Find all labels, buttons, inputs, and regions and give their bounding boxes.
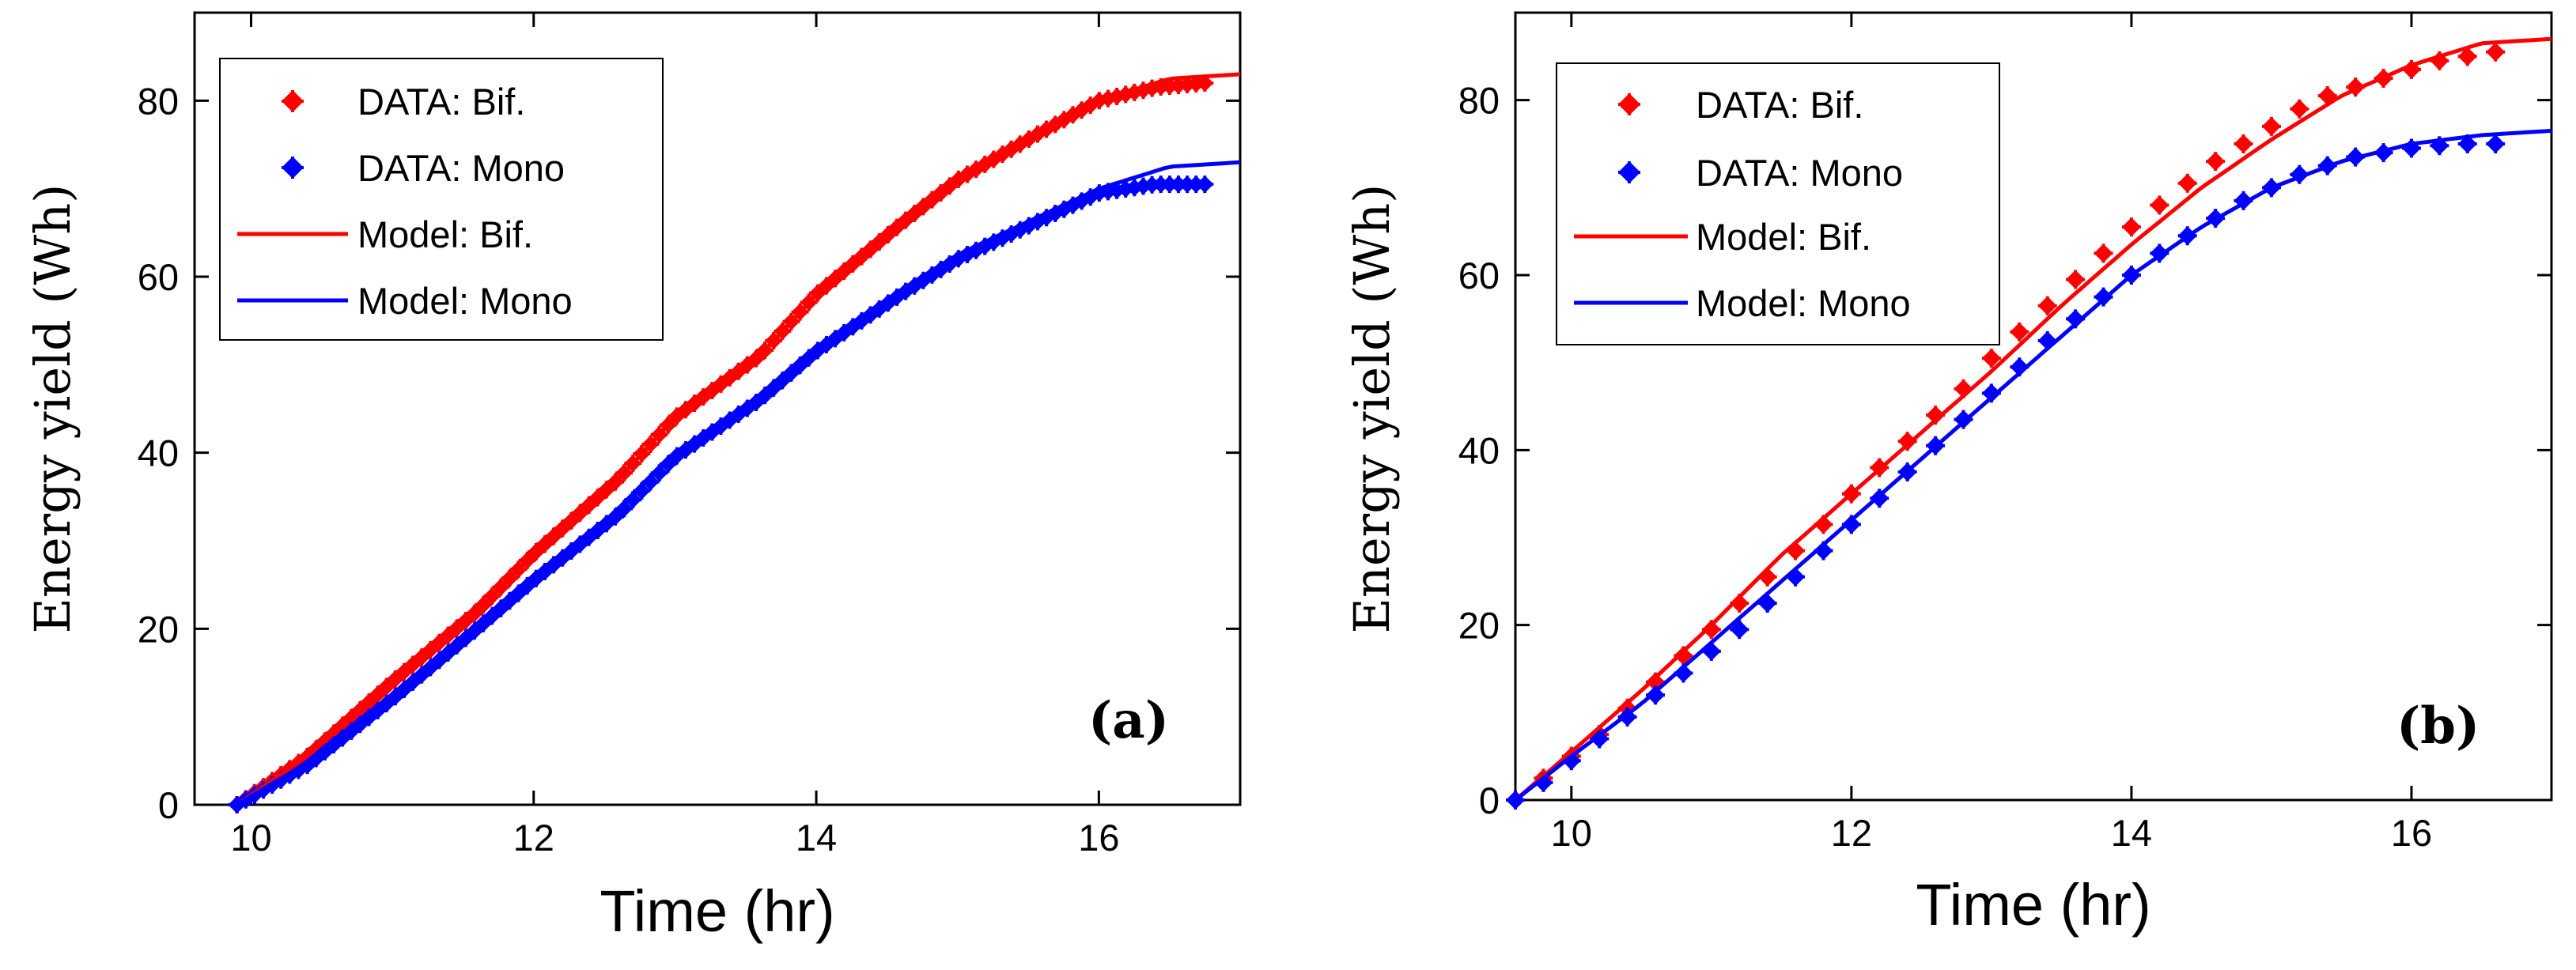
y-tick-label: 40 <box>138 432 179 474</box>
legend-label-model-mono: Model: Mono <box>1696 282 1911 324</box>
data-marker-data-mono <box>1757 594 1777 613</box>
legend-label-model-bif: Model: Bif. <box>357 213 533 255</box>
series-line-model-mono <box>1514 128 2552 802</box>
axes: 10 12 14 16 0 20 40 60 80 <box>1458 13 2551 854</box>
legend-label-data-mono: DATA: Mono <box>1696 152 1903 194</box>
legend-label-data-mono: DATA: Mono <box>357 147 565 189</box>
legend-marker-cross <box>282 90 304 112</box>
legend: DATA: Bif. DATA: Mono Model: Bif. Model:… <box>1556 62 2000 345</box>
series-line-model-bif <box>236 72 1241 807</box>
x-tick-label: 10 <box>230 817 271 859</box>
data-marker-data-mono <box>1196 176 1214 194</box>
legend-label-model-mono: Model: Mono <box>357 280 573 322</box>
plot-area-frame <box>193 11 1242 806</box>
x-axis-label: Time (hr) <box>1916 872 2150 938</box>
data-marker-data-bif <box>1981 349 2001 368</box>
legend-marker-data-mono <box>282 157 304 179</box>
legend-entry-model-bif: Model: Bif. <box>237 213 533 255</box>
y-axis-label: Energy yield (Wh) <box>1343 184 1401 634</box>
y-tick-label: 80 <box>1458 80 1500 122</box>
legend: DATA: Bif. DATA: Mono Model: Bif. Model:… <box>219 58 664 341</box>
chart-panel-b: 10 12 14 16 0 20 40 60 80 DATA: Bif. DATA: Mono … <box>1343 11 2553 938</box>
data-marker-data-bif <box>1196 74 1214 92</box>
panel-label-a: (a) <box>1088 691 1169 750</box>
y-axis-label: Energy yield (Wh) <box>24 184 81 634</box>
panel-label-open-paren: ( <box>2396 696 2420 756</box>
panel-label-open-paren: ( <box>1088 691 1112 750</box>
x-tick-label: 16 <box>1078 817 1119 859</box>
data-marker-data-bif <box>2261 116 2281 136</box>
data-marker-data-bif <box>2121 217 2141 237</box>
y-tick-label: 60 <box>138 256 179 298</box>
data-marker-data-bif <box>2234 134 2253 153</box>
data-marker-data-bif <box>2457 47 2477 66</box>
axes: 10 12 14 16 0 20 40 60 80 <box>138 13 1240 859</box>
data-marker-data-mono <box>2486 134 2506 153</box>
y-tick-label: 80 <box>138 80 179 122</box>
series-layer <box>1506 36 2552 810</box>
x-tick-label: 10 <box>1551 812 1592 854</box>
legend-marker-data-bif <box>1618 93 1640 115</box>
legend-entry-data-mono: DATA: Mono <box>1618 152 1903 194</box>
y-tick-label: 40 <box>1458 429 1500 471</box>
y-tick-label: 60 <box>1458 255 1500 296</box>
series-layer <box>228 72 1241 813</box>
legend-entry-model-bif: Model: Bif. <box>1574 216 1871 258</box>
x-axis-label: Time (hr) <box>600 878 834 944</box>
legend-marker-data-bif <box>282 90 304 112</box>
data-marker-data-bif <box>2290 99 2309 119</box>
panel-label-letter: b <box>2420 696 2456 756</box>
legend-entry-model-mono: Model: Mono <box>1574 282 1911 324</box>
legend-marker-cross <box>1618 161 1640 183</box>
y-tick-label: 20 <box>1458 605 1500 647</box>
data-marker-data-bif <box>2066 270 2086 289</box>
legend-entry-data-mono: DATA: Mono <box>282 147 565 189</box>
legend-entry-data-bif: DATA: Bif. <box>1618 84 1863 126</box>
legend-label-data-bif: DATA: Bif. <box>357 81 525 123</box>
data-marker-data-mono <box>1646 685 1666 705</box>
y-tick-label: 20 <box>138 608 179 650</box>
data-marker-data-bif <box>2206 152 2226 172</box>
legend-entry-model-mono: Model: Mono <box>237 280 573 322</box>
series-line-model-bif <box>1514 36 2552 802</box>
data-marker-data-bif <box>2037 296 2057 315</box>
legend-marker-cross <box>282 157 304 179</box>
data-marker-data-bif <box>2486 42 2506 62</box>
series-markers-data-mono <box>228 176 1214 813</box>
y-tick-label: 0 <box>158 784 179 826</box>
legend-label-data-bif: DATA: Bif. <box>1696 84 1863 126</box>
panel-label-close-paren: ) <box>1145 691 1169 750</box>
panel-label-letter: a <box>1112 691 1144 750</box>
data-marker-data-mono <box>1152 176 1170 194</box>
legend-marker-cross <box>1618 93 1640 115</box>
legend-box <box>219 58 664 341</box>
x-tick-label: 16 <box>2391 812 2432 854</box>
panel-label-b: (b) <box>2396 696 2480 756</box>
y-tick-label: 0 <box>1479 779 1500 821</box>
data-marker-data-bif <box>2150 195 2169 215</box>
data-marker-data-bif <box>2177 173 2197 193</box>
x-tick-label: 14 <box>796 817 837 859</box>
data-marker-data-bif <box>2094 243 2113 263</box>
legend-marker-data-mono <box>1618 161 1640 183</box>
panel-label-close-paren: ) <box>2456 696 2480 756</box>
x-tick-label: 14 <box>2111 812 2152 854</box>
legend-label-model-bif: Model: Bif. <box>1696 216 1871 258</box>
legend-entry-data-bif: DATA: Bif. <box>282 81 525 123</box>
series-line-model-mono <box>236 160 1241 807</box>
x-tick-label: 12 <box>513 817 554 859</box>
plot-area-frame <box>1514 11 2553 802</box>
x-tick-label: 12 <box>1831 812 1872 854</box>
chart-panel-a: 10 12 14 16 0 20 40 60 80 DATA: Bif. DATA: Mono … <box>24 11 1242 944</box>
data-marker-data-mono <box>1954 410 1973 429</box>
data-marker-data-bif <box>2010 322 2029 342</box>
data-marker-data-mono <box>1160 176 1178 194</box>
data-marker-data-mono <box>1169 176 1187 194</box>
